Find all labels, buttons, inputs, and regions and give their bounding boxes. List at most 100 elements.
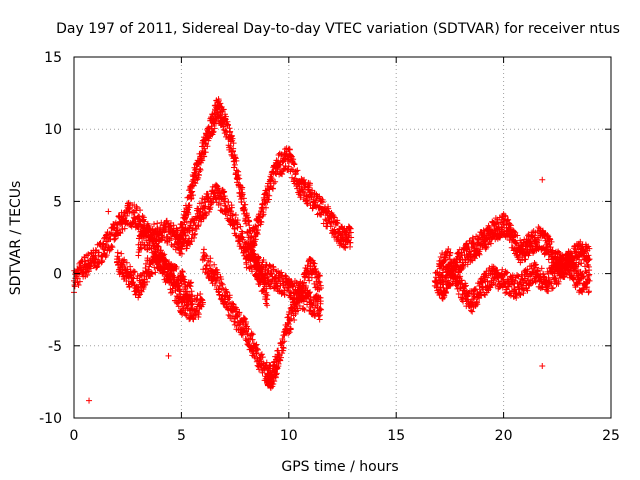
data-point [474,241,481,248]
data-point [577,248,584,255]
data-point [307,263,314,270]
data-point [264,371,271,378]
data-point [431,277,438,284]
data-point [268,374,275,381]
data-point [199,147,206,154]
x-tick-label: 20 [495,428,513,444]
x-axis-label: GPS time / hours [281,459,398,475]
data-point [92,256,99,263]
series-marks [113,249,206,323]
data-point [466,248,473,255]
outlier-point [86,397,93,404]
chart-title: Day 197 of 2011, Sidereal Day-to-day VTE… [56,21,620,37]
data-point [492,227,499,234]
x-tick-label: 25 [602,428,620,444]
data-point [214,104,221,111]
data-point [318,205,325,212]
series-marks [242,145,354,271]
data-point [113,227,120,234]
plot-frame [73,56,612,419]
data-point [552,256,559,263]
data-point [221,118,228,125]
data-point [81,263,88,270]
x-tick-label: 10 [280,428,298,444]
data-point [586,277,593,284]
data-point [264,191,271,198]
data-point [532,270,539,277]
data-point [534,234,541,241]
series-track-4 [242,145,355,271]
data-point [500,277,507,284]
data-point [242,256,249,263]
data-point [339,234,346,241]
data-point [189,292,196,299]
data-point [210,191,217,198]
series-track-5 [199,246,325,392]
data-point [253,350,260,357]
series-track-3 [174,96,271,309]
data-point [221,198,228,205]
data-point [526,241,533,248]
data-point [167,277,174,284]
data-point [113,256,120,263]
data-point [146,263,153,270]
data-point [189,227,196,234]
data-point [124,270,131,277]
data-point [174,241,181,248]
data-point [156,256,163,263]
data-point [554,270,561,277]
y-tick-label: 5 [53,194,62,210]
data-point [457,285,464,292]
data-point [285,321,292,328]
y-tick-label: 10 [44,122,62,138]
data-point [348,234,355,241]
data-point [275,162,282,169]
data-point [199,256,206,263]
data-point [479,285,486,292]
data-point [189,306,196,313]
data-point [124,209,131,216]
data-point [489,270,496,277]
data-point [500,220,507,227]
data-point [232,313,239,320]
data-point [229,147,236,154]
series-track-8 [436,246,593,315]
data-point [199,299,206,306]
data-point [296,183,303,190]
data-point [318,285,325,292]
data-point [167,230,174,237]
data-point [103,241,110,248]
data-point [457,256,464,263]
data-point [255,270,262,277]
data-point [328,220,335,227]
data-point [543,241,550,248]
y-axis-label: SDTVAR / TECUs [8,181,24,296]
data-point [318,306,325,313]
data-point [135,285,142,292]
data-marks [71,96,593,404]
data-point [242,328,249,335]
outlier-point [165,352,172,359]
y-tick-label: 15 [44,50,62,66]
data-point [468,299,475,306]
data-point [135,215,142,222]
data-point [509,234,516,241]
x-tick-label: 15 [387,428,405,444]
data-point [178,299,185,306]
data-point [232,220,239,227]
data-point [238,191,245,198]
y-tick-label: -10 [39,411,62,427]
data-point [565,263,572,270]
grid-lines [74,57,611,418]
series-track-6 [113,249,206,323]
data-point [210,270,217,277]
data-point [586,256,593,263]
data-point [135,241,142,248]
data-point [307,191,314,198]
data-point [156,227,163,234]
data-point [275,277,282,284]
data-point [146,234,153,241]
data-point [483,234,490,241]
data-point [285,155,292,162]
